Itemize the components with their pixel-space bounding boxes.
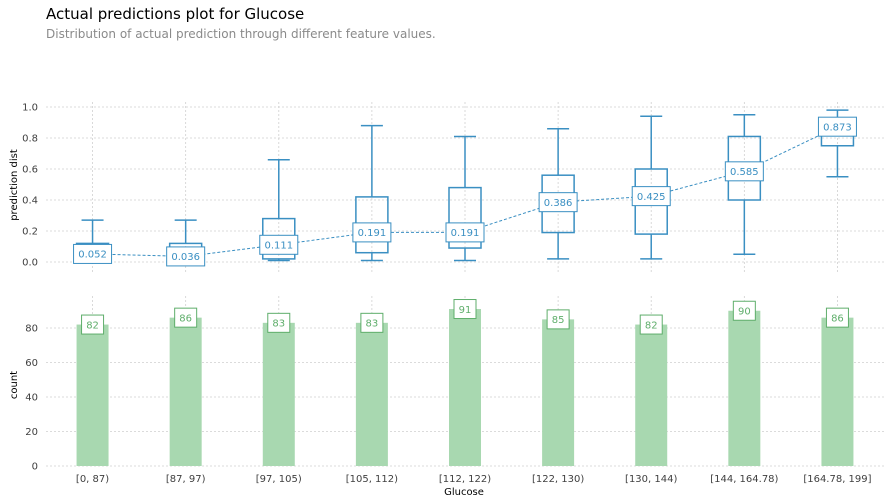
count-label: 82 — [81, 314, 105, 335]
x-tick-label: [87, 97) — [166, 474, 206, 485]
mean-label: 0.052 — [73, 243, 113, 264]
count-label: 83 — [360, 312, 384, 333]
count-label-text: 82 — [86, 320, 99, 331]
x-tick-label: [97, 105) — [256, 474, 302, 485]
count-bar — [449, 309, 481, 466]
count-label: 91 — [453, 299, 477, 320]
count-bar — [169, 317, 202, 466]
count-label-text: 82 — [645, 320, 658, 331]
count-label-box — [81, 314, 105, 335]
mean-label-text: 0.191 — [451, 228, 480, 239]
x-tick-label: [105, 112) — [346, 474, 398, 485]
x-tick-label: [0, 87) — [76, 474, 109, 485]
mean-label-box — [817, 116, 857, 137]
bottom-y-tick-label: 20 — [25, 427, 38, 438]
mean-label: 0.585 — [724, 161, 764, 182]
chart-title: Actual predictions plot for Glucose — [46, 5, 305, 23]
mean-label: 0.191 — [445, 222, 485, 243]
count-label: 83 — [267, 312, 291, 333]
mean-label: 0.386 — [538, 192, 578, 213]
count-panel: 0 20 40 60 80 82 86 83 83 91 85 82 90 86 [0, 87) [87,… — [9, 296, 884, 498]
count-bar — [76, 324, 109, 466]
count-label: 90 — [732, 300, 756, 321]
bottom-y-tick-label: 40 — [25, 393, 38, 404]
count-label-text: 86 — [831, 313, 844, 324]
box-iqr — [448, 186, 482, 249]
count-label-box — [267, 312, 291, 333]
bottom-y-ticks: 0 20 40 60 80 — [25, 324, 38, 473]
mean-label-text: 0.191 — [358, 228, 387, 239]
mean-label-text: 0.873 — [823, 122, 852, 133]
mean-label: 0.873 — [817, 116, 857, 137]
count-label-text: 85 — [552, 315, 565, 326]
mean-label: 0.111 — [259, 234, 299, 255]
mean-label: 0.191 — [352, 222, 392, 243]
bottom-y-tick-label: 0 — [32, 462, 38, 473]
x-tick-labels: [0, 87) [87, 97) [97, 105) [105, 112) [112, … — [76, 474, 872, 485]
mean-label-text: 0.052 — [78, 250, 107, 261]
count-label: 85 — [546, 309, 570, 330]
bottom-y-tick-label: 80 — [25, 324, 38, 335]
x-tick-label: [122, 130) — [532, 474, 584, 485]
bottom-y-tick-label: 60 — [25, 358, 38, 369]
mean-label-text: 0.425 — [637, 192, 666, 203]
mean-label-box — [352, 222, 392, 243]
count-label-box — [546, 309, 570, 330]
count-label-box — [732, 300, 756, 321]
count-label-box — [360, 312, 384, 333]
top-y-tick-label: 0.8 — [22, 134, 38, 145]
count-label-box — [639, 314, 663, 335]
mean-label-box — [259, 234, 299, 255]
mean-label-text: 0.111 — [264, 241, 293, 252]
count-bar — [635, 324, 668, 466]
mean-label-box — [166, 246, 206, 267]
count-bar — [355, 322, 388, 466]
top-y-tick-label: 0.4 — [22, 196, 38, 207]
count-label: 82 — [639, 314, 663, 335]
count-label: 86 — [825, 307, 849, 328]
chart-subtitle: Distribution of actual prediction throug… — [46, 27, 436, 41]
x-tick-label: [112, 122) — [439, 474, 491, 485]
box-plot — [727, 114, 762, 255]
mean-label-text: 0.585 — [730, 167, 759, 178]
mean-label-text: 0.036 — [171, 252, 200, 263]
count-label-box — [174, 307, 198, 328]
count-label-box — [453, 299, 477, 320]
count-label-box — [825, 307, 849, 328]
mean-label-box — [538, 192, 578, 213]
mean-label-text: 0.386 — [544, 198, 573, 209]
count-label-text: 83 — [366, 319, 379, 330]
count-label-text: 83 — [272, 319, 285, 330]
count-label: 86 — [174, 307, 198, 328]
count-labels: 82 86 83 83 91 85 82 90 86 — [81, 299, 849, 335]
x-tick-label: [130, 144) — [625, 474, 677, 485]
mean-label: 0.425 — [631, 186, 671, 207]
top-y-tick-label: 0.2 — [22, 227, 38, 238]
mean-label-box — [631, 186, 671, 207]
mean-label-box — [724, 161, 764, 182]
count-bar — [542, 319, 575, 466]
top-y-tick-label: 0.6 — [22, 165, 38, 176]
top-y-tick-label: 1.0 — [22, 103, 38, 114]
mean-label-box — [73, 243, 113, 264]
count-bar — [262, 322, 295, 466]
count-bar — [821, 317, 854, 466]
bottom-y-axis-label: count — [9, 371, 20, 399]
top-y-ticks: 0.0 0.2 0.4 0.6 0.8 1.0 — [22, 103, 38, 269]
top-y-axis-label: prediction dist — [9, 149, 20, 221]
x-axis-label: Glucose — [444, 487, 484, 498]
mean-label: 0.036 — [166, 246, 206, 267]
count-label-text: 90 — [738, 307, 751, 318]
count-bar — [728, 310, 761, 466]
x-tick-label: [144, 164.78) — [710, 474, 778, 485]
x-tick-label: [164.78, 199] — [803, 474, 871, 485]
count-label-text: 91 — [459, 305, 472, 316]
mean-labels: 0.052 0.036 0.111 0.191 0.191 0.386 0.425 0.585… — [73, 116, 857, 267]
mean-label-box — [445, 222, 485, 243]
count-label-text: 86 — [179, 313, 192, 324]
top-y-tick-label: 0.0 — [22, 258, 38, 269]
count-bars — [76, 309, 854, 466]
